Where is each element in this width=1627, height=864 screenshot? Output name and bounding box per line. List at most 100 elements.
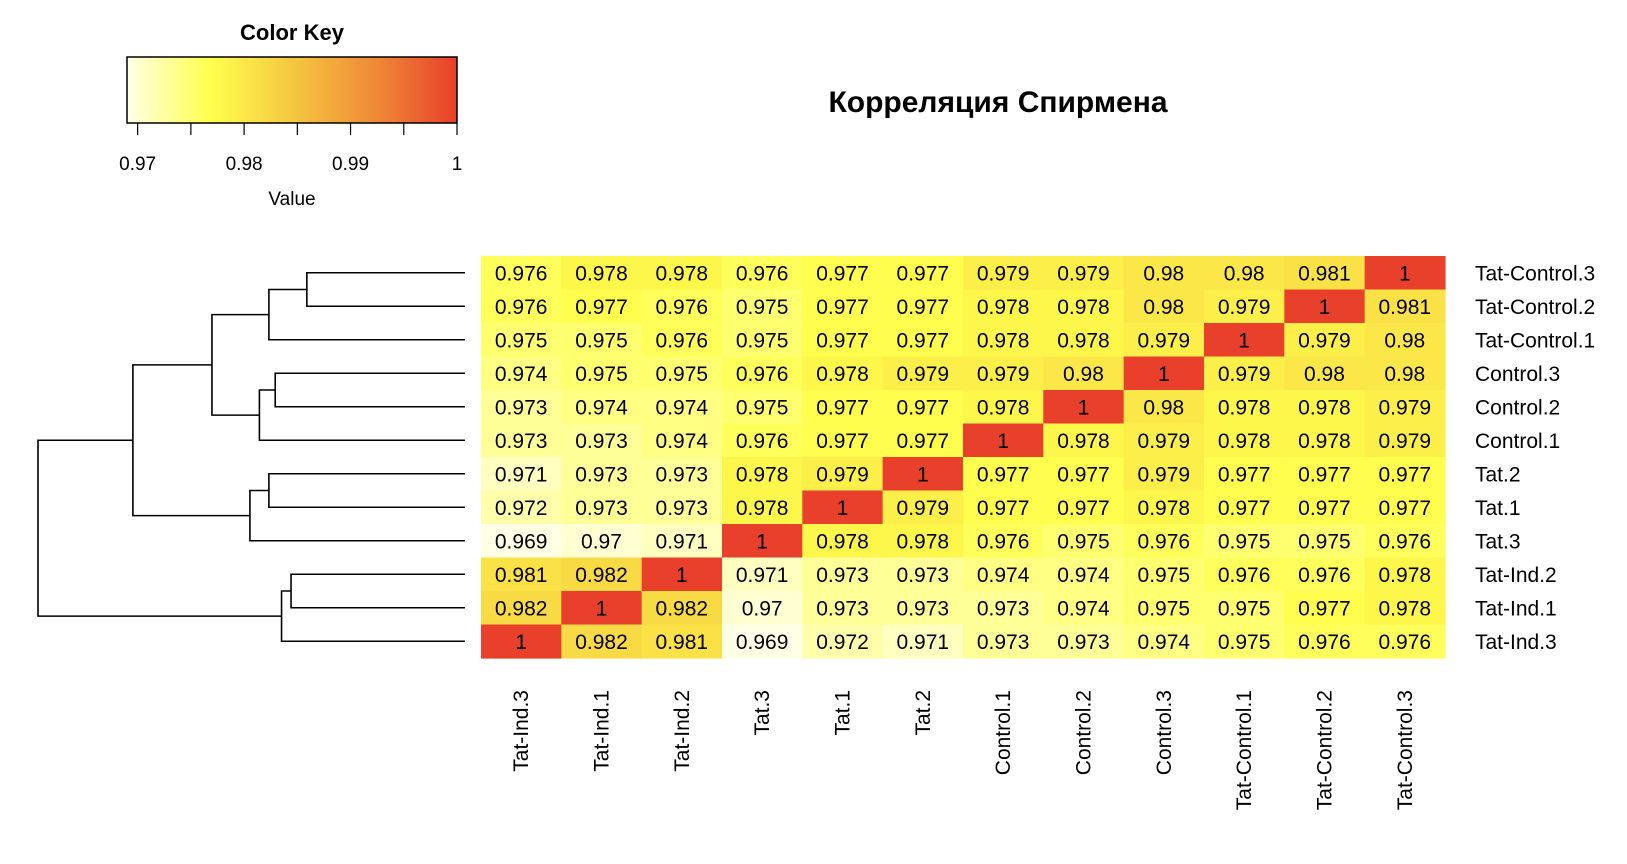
heatmap-cell — [641, 423, 723, 458]
heatmap-cell — [561, 457, 643, 492]
heatmap-cell-value: 0.971 — [897, 631, 950, 654]
heatmap-cell-value: 0.974 — [977, 564, 1030, 587]
heatmap-cell — [1043, 490, 1125, 525]
heatmap-cell-value: 1 — [1078, 396, 1090, 419]
heatmap-cell-value: 0.974 — [575, 396, 628, 419]
heatmap-cell-value: 0.974 — [1138, 631, 1191, 654]
heatmap-cell — [1203, 457, 1285, 492]
color-key-tick-label: 0.99 — [332, 154, 369, 175]
heatmap-cell-value: 0.977 — [1298, 497, 1351, 520]
heatmap-cell — [481, 323, 562, 358]
heatmap-cell-value: 0.977 — [816, 430, 869, 453]
heatmap-cell — [1043, 457, 1125, 492]
heatmap-cell — [882, 557, 964, 592]
heatmap-cell — [1203, 256, 1285, 291]
heatmap-cell-value: 0.974 — [1057, 564, 1110, 587]
heatmap-cell-value: 0.976 — [736, 363, 789, 386]
heatmap-cell — [1364, 356, 1446, 391]
heatmap-cell-value: 0.978 — [897, 530, 950, 553]
heatmap-cell-value: 0.98 — [1143, 262, 1184, 285]
heatmap-cell — [561, 624, 643, 659]
heatmap-cell-value: 0.979 — [1138, 329, 1191, 352]
heatmap-cell-value: 0.977 — [1218, 463, 1271, 486]
heatmap-cell — [1043, 256, 1125, 291]
heatmap-cell — [561, 423, 643, 458]
heatmap-cell-value: 0.98 — [1224, 262, 1265, 285]
heatmap-cell-value: 0.975 — [495, 329, 548, 352]
heatmap-cell-value: 1 — [596, 597, 608, 620]
heatmap-cell-value: 0.976 — [736, 430, 789, 453]
heatmap-cell — [1123, 591, 1205, 626]
heatmap-cell-value: 0.978 — [1379, 564, 1432, 587]
heatmap-cell — [1123, 323, 1205, 358]
heatmap-cell-value: 0.98 — [1304, 363, 1345, 386]
heatmap-cell-value: 0.978 — [1218, 396, 1271, 419]
heatmap-cell-value: 0.978 — [1138, 497, 1191, 520]
heatmap-cell-value: 0.98 — [1384, 363, 1425, 386]
heatmap-cell — [802, 624, 884, 659]
heatmap-cell-value: 0.979 — [1057, 262, 1110, 285]
heatmap-cell — [1043, 557, 1125, 592]
heatmap-cell — [1123, 256, 1205, 291]
heatmap-cell-value: 0.979 — [897, 497, 950, 520]
heatmap-cell — [561, 256, 643, 291]
row-label: Tat-Control.1 — [1475, 329, 1595, 352]
row-label: Control.2 — [1475, 396, 1560, 419]
dendrogram-branch — [268, 472, 465, 509]
heatmap-cell-value: 0.98 — [1143, 296, 1184, 319]
heatmap-cell-value: 0.978 — [575, 262, 628, 285]
column-label: Control.2 — [1072, 690, 1095, 775]
heatmap-cell — [721, 256, 803, 291]
heatmap-cell-value: 0.981 — [656, 631, 709, 654]
heatmap-cell — [561, 289, 643, 324]
heatmap-cell — [641, 256, 723, 291]
heatmap-cell — [1203, 423, 1285, 458]
column-label: Tat-Ind.2 — [671, 690, 694, 772]
heatmap-cell-value: 0.976 — [1379, 631, 1432, 654]
color-key-title: Color Key — [240, 20, 345, 45]
heatmap-cell — [882, 323, 964, 358]
heatmap-cell — [481, 557, 562, 592]
heatmap-cell — [641, 356, 723, 391]
heatmap-cell-value: 0.973 — [575, 430, 628, 453]
heatmap-cell-value: 0.98 — [1143, 396, 1184, 419]
heatmap-cell — [1364, 390, 1446, 425]
column-label: Control.3 — [1153, 690, 1176, 775]
heatmap-cell — [882, 423, 964, 458]
dendrogram-branch — [268, 288, 465, 341]
heatmap-cell — [1284, 624, 1366, 659]
heatmap-cell — [721, 591, 803, 626]
dendrogram-branch — [290, 573, 465, 609]
heatmap-cell-value: 0.971 — [736, 564, 789, 587]
heatmap-cell — [1364, 490, 1446, 525]
heatmap-cell — [882, 256, 964, 291]
heatmap-cell — [641, 624, 723, 659]
chart-title: Корреляция Спирмена — [828, 86, 1167, 119]
row-label: Tat.1 — [1475, 497, 1521, 520]
heatmap-cell-value: 1 — [515, 631, 527, 654]
heatmap-cell — [962, 390, 1044, 425]
heatmap-cell — [802, 323, 884, 358]
heatmap-cell-value: 0.975 — [1218, 597, 1271, 620]
heatmap-cell — [1043, 591, 1125, 626]
heatmap-cell-value: 0.978 — [736, 497, 789, 520]
heatmap-cell — [802, 524, 884, 559]
heatmap-cell — [802, 457, 884, 492]
heatmap-cell — [1043, 356, 1125, 391]
heatmap-cell-value: 0.977 — [1379, 497, 1432, 520]
heatmap-cell-value: 0.976 — [977, 530, 1030, 553]
heatmap-cell-value: 0.975 — [1138, 597, 1191, 620]
column-label: Tat-Ind.3 — [510, 690, 533, 772]
dendrogram-branch — [132, 364, 250, 517]
heatmap-cell — [962, 557, 1044, 592]
heatmap-cell-value: 0.976 — [656, 329, 709, 352]
heatmap-cell — [1284, 457, 1366, 492]
heatmap-cell-value: 0.976 — [495, 296, 548, 319]
heatmap-cell — [481, 289, 562, 324]
heatmap-cell — [882, 591, 964, 626]
heatmap-cell — [962, 624, 1044, 659]
heatmap-cell — [1123, 524, 1205, 559]
heatmap-cell — [1284, 524, 1366, 559]
dendrogram-branch — [37, 439, 282, 617]
